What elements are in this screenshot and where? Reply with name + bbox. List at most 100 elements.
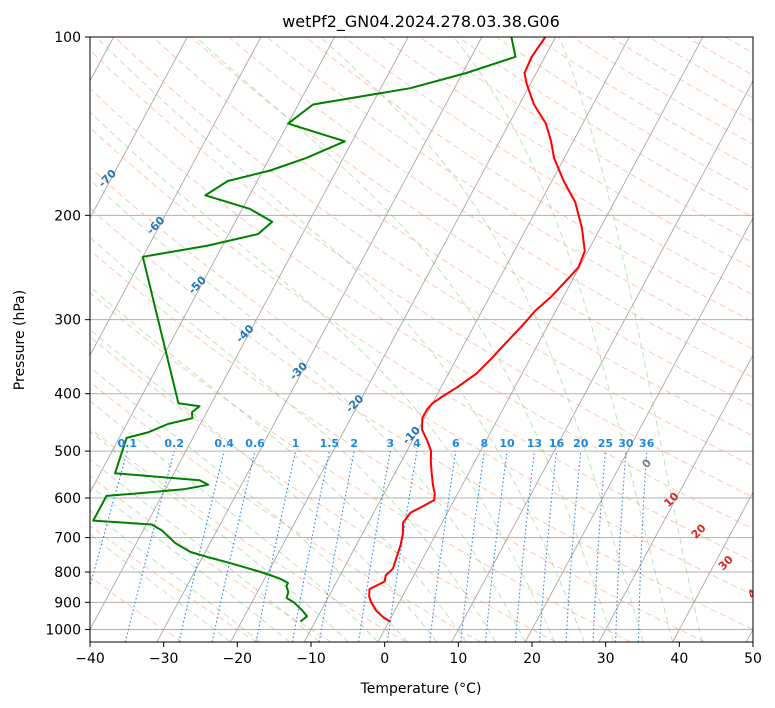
dry-adiabat-label: -80 <box>43 127 66 150</box>
dry-adiabat-line <box>304 37 753 323</box>
x-tick-label: −10 <box>296 651 326 667</box>
isotherm-line <box>90 37 335 494</box>
mixing-ratio-line <box>358 451 391 642</box>
x-tick-label: 0 <box>380 651 389 667</box>
dry-adiabat-line <box>381 37 753 270</box>
dry-adiabat-line <box>228 37 753 379</box>
plot-frame <box>89 36 754 643</box>
dry-adiabat-line <box>90 336 556 642</box>
isotherm-line <box>451 79 753 642</box>
moist-adiabat-label: 0 <box>639 456 654 471</box>
dry-adiabat-line <box>724 37 753 54</box>
mixing-ratio-label: 2 <box>350 437 358 450</box>
x-tick-label: −30 <box>149 651 179 667</box>
y-tick-label: 1000 <box>45 622 81 638</box>
mixing-ratio-line <box>484 451 508 642</box>
mixing-ratio-label: 0.2 <box>164 437 184 450</box>
dry-adiabat-line <box>90 292 631 642</box>
dry-adiabat-line <box>152 37 753 437</box>
mixing-ratio-line <box>90 450 128 589</box>
mixing-ratio-line <box>386 451 418 642</box>
background-lines <box>90 37 753 642</box>
dry-adiabat-line <box>648 37 753 99</box>
x-tick-label: 20 <box>523 651 541 667</box>
mixing-ratio-line <box>615 451 627 642</box>
x-tick-label: −40 <box>75 651 105 667</box>
y-tick-label: 100 <box>54 30 81 46</box>
dry-adiabat-line <box>90 249 706 642</box>
dry-adiabat-line <box>572 37 753 145</box>
mixing-ratio-label: 6 <box>452 437 460 450</box>
y-tick-label: 500 <box>54 444 81 460</box>
mixing-ratio-label: 8 <box>481 437 489 450</box>
moist-adiabat-line <box>95 37 585 642</box>
mixing-ratio-label: 16 <box>549 437 565 450</box>
mixing-ratio-label: 10 <box>499 437 515 450</box>
data-lines <box>92 37 586 623</box>
dry-adiabat-line <box>686 37 753 76</box>
y-tick-label: 300 <box>54 313 81 329</box>
dry-adiabat-line <box>343 37 753 296</box>
isotherm-line <box>156 37 483 642</box>
moist-adiabat-line <box>558 37 703 642</box>
mixing-ratio-line <box>460 451 485 642</box>
dry-adiabat-line <box>610 37 753 122</box>
moist-adiabat-line <box>90 179 526 642</box>
dry-adiabat-line <box>90 427 407 642</box>
mixing-ratio-label: 3 <box>387 437 395 450</box>
moist-adiabat-line <box>90 236 497 642</box>
y-tick-label: 900 <box>54 595 81 611</box>
mixing-ratio-line <box>514 451 535 642</box>
x-tick-label: 10 <box>449 651 467 667</box>
dry-adiabat-line <box>90 575 183 642</box>
mixing-ratio-label: 1 <box>292 437 300 450</box>
dry-adiabat-line <box>90 126 753 562</box>
isotherm-line <box>524 217 753 642</box>
dewpoint-profile-line <box>92 37 517 623</box>
mixing-ratio-line <box>178 450 225 642</box>
dry-adiabat-label: -90 <box>0 90 13 113</box>
mixing-ratio-line <box>539 451 558 642</box>
y-tick-label: 600 <box>54 491 81 507</box>
mixing-ratio-label: 13 <box>527 437 542 450</box>
isotherm-line <box>90 37 262 357</box>
dry-adiabat-line <box>90 207 753 630</box>
x-axis: −40 −30 −20 −10 0 10 20 30 40 50 <box>75 642 762 667</box>
moist-adiabat-line <box>90 366 408 642</box>
isotherm-line <box>745 628 753 642</box>
moist-adiabat-line <box>90 400 379 642</box>
mixing-ratio-label: 0.6 <box>245 437 265 450</box>
x-tick-label: 50 <box>744 651 762 667</box>
moist-adiabat-line <box>90 430 349 642</box>
mixing-ratio-line <box>637 451 648 642</box>
y-axis: 100 200 300 400 500 600 700 800 900 1000 <box>45 30 90 638</box>
dry-adiabat-line <box>90 524 258 642</box>
y-tick-label: 400 <box>54 387 81 403</box>
mixing-ratio-line <box>211 450 256 642</box>
mixing-ratio-label: 30 <box>618 437 634 450</box>
moist-adiabat-line <box>319 37 644 642</box>
moist-adiabat-line <box>453 37 674 642</box>
x-tick-label: 40 <box>670 651 688 667</box>
mixing-ratio-line <box>124 450 175 642</box>
moist-adiabat-label: 40 <box>745 581 765 601</box>
moist-adiabat-line <box>90 285 467 642</box>
mixing-ratio-label: 0.4 <box>214 437 234 450</box>
isotherm-line <box>377 37 704 642</box>
dry-adiabat-line <box>90 381 482 642</box>
y-tick-label: 800 <box>54 565 81 581</box>
dry-adiabat-line <box>266 37 753 350</box>
mixing-ratio-label: 20 <box>573 437 589 450</box>
mixing-ratio-label: 36 <box>639 437 655 450</box>
moist-adiabat-line <box>90 510 261 642</box>
isotherm-line <box>598 354 753 642</box>
mixing-ratio-label: 0.1 <box>118 437 138 450</box>
mixing-ratio-line <box>255 450 297 642</box>
x-tick-label: 30 <box>597 651 615 667</box>
y-tick-label: 700 <box>54 531 81 547</box>
temperature-profile-line <box>368 37 586 623</box>
dry-adiabat-line <box>90 166 753 596</box>
moist-adiabat-line <box>90 533 231 642</box>
dry-adiabat-line <box>114 37 753 467</box>
